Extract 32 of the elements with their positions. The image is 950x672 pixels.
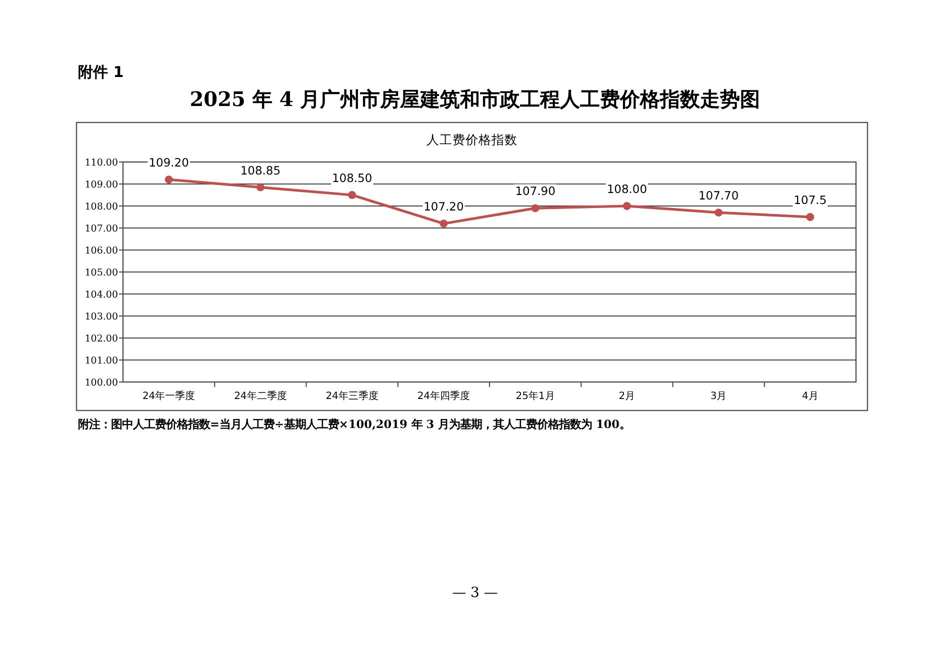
ytick: 107.00 bbox=[84, 224, 118, 234]
data-label: 107.5 bbox=[794, 193, 827, 207]
xtick: 24年四季度 bbox=[417, 391, 470, 402]
annotation: 附注：图中人工费价格指数=当月人工费÷基期人工费×100,2019 年 3 月为基期，其人工费价格指数为 100。 bbox=[78, 417, 631, 431]
subtitle: 人工费价格指数 bbox=[426, 132, 518, 147]
annotation: — 3 — bbox=[452, 585, 498, 601]
xtick: 2月 bbox=[618, 391, 636, 402]
xtick: 24年三季度 bbox=[326, 391, 378, 402]
ytick: 103.00 bbox=[84, 312, 118, 322]
xtick: 25年1月 bbox=[516, 391, 555, 402]
ytick: 106.00 bbox=[84, 246, 118, 256]
data-label: 107.90 bbox=[515, 184, 556, 198]
xtick: 24年一季度 bbox=[142, 391, 196, 402]
data-label: 107.70 bbox=[698, 188, 739, 203]
data-label: 108.50 bbox=[332, 171, 372, 185]
ytick: 110.00 bbox=[84, 158, 118, 168]
ytick: 104.00 bbox=[84, 290, 118, 300]
annotation: 附件 1 bbox=[78, 63, 124, 81]
ytick: 108.00 bbox=[84, 202, 118, 212]
ytick: 109.00 bbox=[84, 180, 118, 190]
ytick: 101.00 bbox=[84, 356, 118, 366]
data-label: 107.20 bbox=[424, 200, 464, 214]
ytick: 100.00 bbox=[84, 378, 118, 388]
xtick: 4月 bbox=[802, 391, 818, 402]
ytick: 102.00 bbox=[84, 334, 118, 344]
data-label: 108.00 bbox=[606, 182, 648, 196]
data-label: 109.20 bbox=[148, 156, 189, 170]
data-label: 108.85 bbox=[240, 163, 281, 178]
title: 2025 年 4 月广州市房屋建筑和市政工程人工费价格指数走势图 bbox=[190, 87, 760, 111]
xtick: 24年二季度 bbox=[234, 391, 287, 402]
ytick: 105.00 bbox=[84, 268, 118, 278]
xtick: 3月 bbox=[710, 391, 727, 402]
